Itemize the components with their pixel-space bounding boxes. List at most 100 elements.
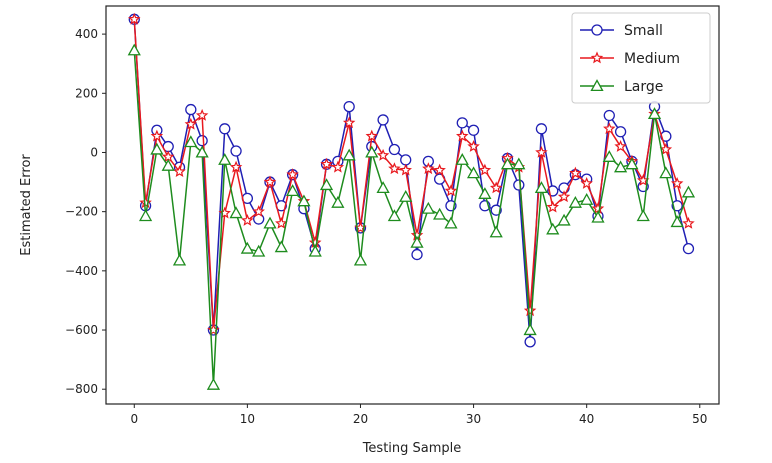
circle-marker-icon xyxy=(185,103,197,116)
x-tick-label: 10 xyxy=(240,412,255,426)
x-tick-label: 50 xyxy=(692,412,707,426)
triangle-marker-icon xyxy=(466,166,481,179)
star-marker-icon xyxy=(342,116,356,129)
triangle-marker-icon xyxy=(647,107,662,120)
star-marker-icon xyxy=(422,162,435,175)
triangle-marker-icon xyxy=(308,244,322,257)
circle-marker-icon xyxy=(377,114,389,126)
triangle-marker-icon xyxy=(240,241,254,254)
circle-marker-icon xyxy=(513,179,525,191)
circle-marker-icon xyxy=(219,123,231,135)
x-tick-label: 30 xyxy=(466,412,481,426)
x-axis-label: Testing Sample xyxy=(362,441,462,456)
x-tick-label: 40 xyxy=(579,412,594,426)
star-marker-icon xyxy=(365,129,379,142)
triangle-marker-icon xyxy=(150,142,164,155)
star-marker-icon xyxy=(433,163,446,176)
triangle-marker-icon xyxy=(557,213,571,226)
star-marker-icon xyxy=(478,163,492,176)
triangle-marker-icon xyxy=(421,201,435,214)
triangle-marker-icon xyxy=(534,181,549,194)
star-marker-icon xyxy=(173,165,186,178)
star-marker-icon xyxy=(670,176,684,189)
star-marker-icon xyxy=(523,304,537,317)
circle-marker-icon xyxy=(524,336,536,348)
circle-marker-icon xyxy=(196,134,208,147)
triangle-marker-icon xyxy=(568,195,582,208)
triangle-marker-icon xyxy=(590,79,604,92)
triangle-marker-icon xyxy=(218,153,232,165)
triangle-marker-icon xyxy=(263,216,277,229)
star-marker-icon xyxy=(388,162,401,175)
circle-marker-icon xyxy=(400,154,412,166)
triangle-marker-icon xyxy=(613,160,628,173)
legend-item-large: Large xyxy=(580,79,663,95)
y-tick-label: −400 xyxy=(65,264,98,278)
triangle-marker-icon xyxy=(500,157,515,170)
plot-area xyxy=(127,12,696,390)
star-marker-icon xyxy=(241,213,254,226)
star-marker-icon xyxy=(128,12,141,25)
x-tick-label: 0 xyxy=(130,412,138,426)
triangle-marker-icon xyxy=(319,178,334,191)
star-marker-icon xyxy=(489,181,503,194)
y-tick-label: 0 xyxy=(90,145,98,159)
triangle-marker-icon xyxy=(681,185,696,198)
star-marker-icon xyxy=(263,175,277,188)
triangle-marker-icon xyxy=(591,210,605,223)
star-marker-icon xyxy=(614,139,627,152)
star-marker-icon xyxy=(659,142,673,155)
circle-marker-icon xyxy=(603,109,615,122)
circle-marker-icon xyxy=(591,24,603,36)
triangle-marker-icon xyxy=(433,207,447,220)
triangle-marker-icon xyxy=(172,253,187,266)
star-marker-icon xyxy=(195,108,209,121)
triangle-marker-icon xyxy=(297,194,311,207)
triangle-marker-icon xyxy=(444,216,458,229)
triangle-marker-icon xyxy=(376,181,390,194)
circle-marker-icon xyxy=(411,248,423,261)
star-marker-icon xyxy=(320,157,333,170)
star-marker-icon xyxy=(252,205,265,217)
triangle-marker-icon xyxy=(399,190,413,202)
triangle-marker-icon xyxy=(625,157,639,170)
y-tick-label: −200 xyxy=(65,205,98,219)
circle-marker-icon xyxy=(490,204,502,216)
y-tick-label: −800 xyxy=(65,382,98,396)
triangle-marker-icon xyxy=(274,240,288,253)
legend: Small Medium Large xyxy=(571,12,711,104)
star-marker-icon xyxy=(590,51,604,64)
circle-marker-icon xyxy=(467,124,480,136)
triangle-marker-icon xyxy=(512,157,526,170)
triangle-marker-icon xyxy=(353,253,368,266)
triangle-marker-icon xyxy=(365,145,379,158)
triangle-marker-icon xyxy=(602,150,616,162)
circle-marker-icon xyxy=(614,126,627,138)
y-tick-label: 200 xyxy=(75,86,98,100)
circle-marker-icon xyxy=(682,242,695,255)
triangle-marker-icon xyxy=(184,135,198,148)
triangle-marker-icon xyxy=(138,209,153,222)
star-marker-icon xyxy=(456,129,469,142)
star-marker-icon xyxy=(229,160,243,173)
star-marker-icon xyxy=(331,160,345,173)
star-marker-icon xyxy=(569,166,582,179)
star-marker-icon xyxy=(150,129,164,142)
star-marker-icon xyxy=(184,117,198,130)
triangle-marker-icon xyxy=(206,377,221,390)
legend-label: Large xyxy=(624,79,663,95)
star-marker-icon xyxy=(444,184,458,197)
triangle-marker-icon xyxy=(410,235,424,248)
legend-item-small: Small xyxy=(580,23,663,39)
circle-marker-icon xyxy=(456,117,468,129)
star-marker-icon xyxy=(580,176,593,189)
star-marker-icon xyxy=(286,168,299,180)
circle-marker-icon xyxy=(388,143,401,156)
triangle-marker-icon xyxy=(670,215,684,228)
triangle-marker-icon xyxy=(127,43,141,56)
triangle-marker-icon xyxy=(331,195,345,208)
triangle-marker-icon xyxy=(342,148,356,161)
triangle-marker-icon xyxy=(546,222,560,235)
circle-marker-icon xyxy=(343,100,355,113)
